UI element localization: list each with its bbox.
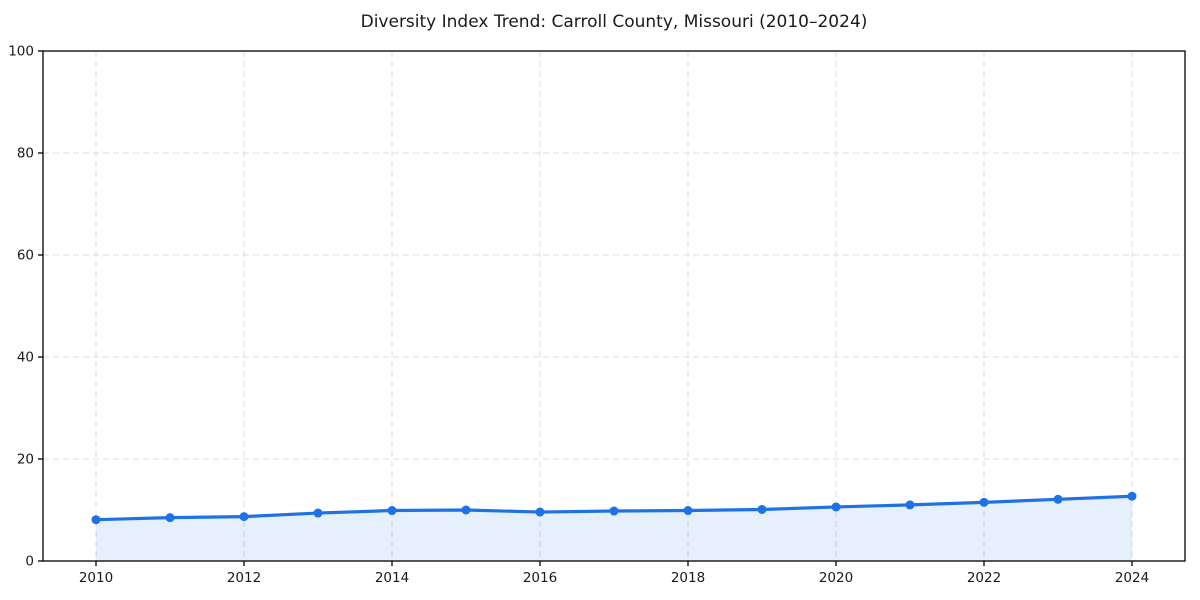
y-tick-label: 60 bbox=[17, 248, 34, 264]
x-tick-label: 2022 bbox=[967, 570, 1001, 586]
data-point-marker bbox=[165, 513, 175, 523]
x-tick-label: 2024 bbox=[1115, 570, 1149, 586]
y-tick-label: 80 bbox=[17, 146, 34, 162]
y-tick-label: 40 bbox=[17, 350, 34, 366]
data-point-marker bbox=[461, 505, 471, 515]
data-point-marker bbox=[757, 504, 767, 514]
area-fill bbox=[96, 496, 1132, 561]
data-point-marker bbox=[1127, 491, 1137, 501]
data-point-marker bbox=[239, 512, 249, 522]
x-tick-label: 2018 bbox=[671, 570, 705, 586]
data-point-marker bbox=[831, 502, 841, 512]
x-tick-label: 2016 bbox=[523, 570, 557, 586]
data-point-marker bbox=[683, 506, 693, 516]
data-point-marker bbox=[91, 515, 101, 525]
data-point-marker bbox=[535, 507, 545, 517]
x-tick-label: 2010 bbox=[79, 570, 113, 586]
data-point-marker bbox=[1053, 494, 1063, 504]
y-tick-label: 20 bbox=[17, 452, 34, 468]
data-point-marker bbox=[609, 506, 619, 516]
y-tick-label: 0 bbox=[25, 554, 34, 570]
data-point-marker bbox=[979, 497, 989, 507]
plot-border bbox=[42, 50, 1186, 562]
data-point-marker bbox=[387, 506, 397, 516]
x-tick-label: 2014 bbox=[375, 570, 409, 586]
chart-title: Diversity Index Trend: Carroll County, M… bbox=[360, 12, 868, 32]
x-tick-label: 2020 bbox=[819, 570, 853, 586]
y-tick-label: 100 bbox=[8, 44, 34, 60]
data-point-marker bbox=[313, 508, 323, 518]
x-tick-label: 2012 bbox=[227, 570, 261, 586]
data-point-marker bbox=[905, 500, 915, 510]
